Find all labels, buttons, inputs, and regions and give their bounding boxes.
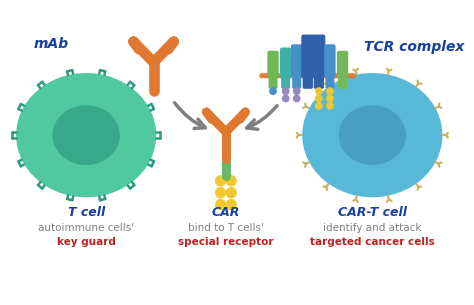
Circle shape — [336, 74, 340, 78]
Text: TCR complex: TCR complex — [364, 40, 464, 54]
Circle shape — [260, 74, 264, 78]
Circle shape — [333, 74, 337, 78]
Text: mAb: mAb — [34, 37, 69, 51]
Circle shape — [310, 74, 314, 78]
Ellipse shape — [303, 74, 442, 197]
Text: CAR: CAR — [212, 206, 240, 219]
Circle shape — [283, 95, 289, 102]
Circle shape — [216, 188, 226, 198]
Circle shape — [226, 188, 236, 198]
Circle shape — [266, 74, 270, 78]
Circle shape — [276, 74, 280, 78]
FancyBboxPatch shape — [292, 45, 302, 77]
Circle shape — [329, 74, 333, 78]
Text: key guard: key guard — [57, 237, 116, 247]
Circle shape — [314, 74, 318, 78]
FancyBboxPatch shape — [282, 75, 290, 88]
FancyBboxPatch shape — [313, 35, 325, 77]
Circle shape — [273, 74, 276, 78]
Circle shape — [288, 74, 292, 78]
Text: CAR-T cell: CAR-T cell — [338, 206, 407, 219]
Circle shape — [216, 199, 226, 210]
Circle shape — [316, 95, 322, 102]
Circle shape — [348, 74, 352, 78]
FancyBboxPatch shape — [281, 48, 291, 77]
FancyBboxPatch shape — [269, 75, 277, 88]
Circle shape — [316, 88, 322, 94]
FancyBboxPatch shape — [268, 52, 278, 77]
Circle shape — [327, 95, 333, 102]
Circle shape — [327, 102, 333, 109]
Circle shape — [298, 74, 302, 78]
Text: special receptor: special receptor — [178, 237, 273, 247]
Text: autoimmune cells': autoimmune cells' — [38, 223, 134, 233]
Circle shape — [301, 74, 305, 78]
FancyBboxPatch shape — [326, 75, 334, 88]
Circle shape — [317, 74, 321, 78]
Circle shape — [226, 176, 236, 186]
Circle shape — [279, 74, 283, 78]
FancyBboxPatch shape — [303, 75, 312, 88]
Circle shape — [327, 88, 333, 94]
Circle shape — [342, 74, 346, 78]
FancyBboxPatch shape — [302, 35, 314, 77]
Circle shape — [323, 74, 327, 78]
Circle shape — [295, 74, 299, 78]
Circle shape — [304, 74, 308, 78]
Circle shape — [282, 74, 286, 78]
Circle shape — [307, 74, 311, 78]
Text: targeted cancer cells: targeted cancer cells — [310, 237, 435, 247]
FancyBboxPatch shape — [339, 75, 346, 88]
Circle shape — [316, 102, 322, 109]
Circle shape — [285, 74, 289, 78]
Circle shape — [292, 74, 295, 78]
Circle shape — [339, 74, 343, 78]
Ellipse shape — [53, 106, 119, 164]
Text: identify and attack: identify and attack — [323, 223, 421, 233]
Ellipse shape — [339, 106, 405, 164]
Circle shape — [283, 88, 289, 94]
Circle shape — [216, 176, 226, 186]
Circle shape — [345, 74, 349, 78]
Circle shape — [326, 74, 330, 78]
Circle shape — [263, 74, 267, 78]
FancyBboxPatch shape — [337, 52, 347, 77]
Circle shape — [269, 74, 273, 78]
FancyBboxPatch shape — [314, 75, 323, 88]
Circle shape — [352, 74, 356, 78]
Text: T cell: T cell — [68, 206, 105, 219]
Circle shape — [320, 74, 324, 78]
Circle shape — [226, 199, 236, 210]
FancyBboxPatch shape — [325, 45, 335, 77]
FancyBboxPatch shape — [293, 75, 301, 88]
Circle shape — [293, 88, 300, 94]
Circle shape — [293, 95, 300, 102]
Ellipse shape — [17, 74, 155, 197]
Circle shape — [270, 88, 276, 94]
Text: bind to T cells': bind to T cells' — [188, 223, 264, 233]
